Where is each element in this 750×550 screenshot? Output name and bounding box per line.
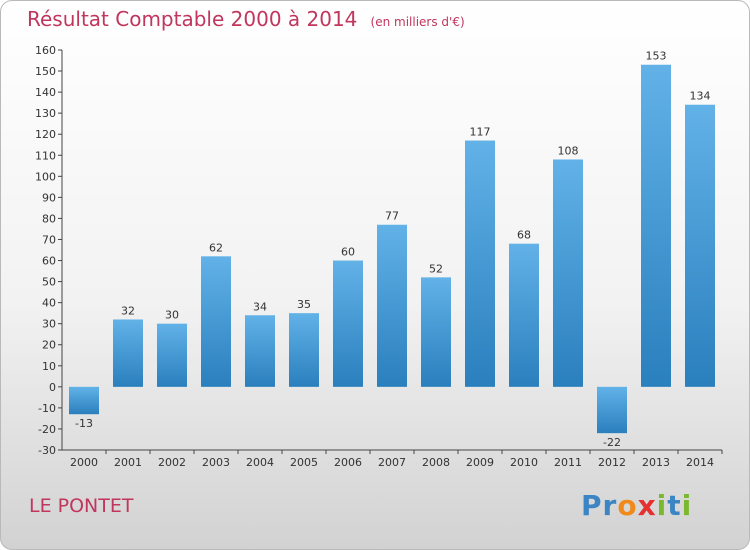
logo-letter: r <box>602 489 618 522</box>
data-label-2002: 30 <box>165 309 179 322</box>
bar-2006 <box>333 260 363 387</box>
bar-2012 <box>597 386 627 434</box>
y-tick-label: 50 <box>42 276 56 289</box>
chart-title: Résultat Comptable 2000 à 2014 <box>27 7 358 31</box>
y-tick-label: 80 <box>42 212 56 225</box>
y-tick-label: 90 <box>42 191 56 204</box>
y-tick-label: 0 <box>49 381 56 394</box>
x-tick-label: 2007 <box>378 456 406 469</box>
y-tick-label: 120 <box>35 128 56 141</box>
bar-2007 <box>377 224 407 387</box>
x-tick-label: 2004 <box>246 456 274 469</box>
bar-2009 <box>465 140 495 387</box>
data-label-2009: 117 <box>470 126 491 139</box>
logo-letter: i <box>681 489 693 522</box>
x-tick-label: 2000 <box>70 456 98 469</box>
chart-title-block: Résultat Comptable 2000 à 2014 (en milli… <box>27 7 465 31</box>
logo-letter: x <box>637 489 657 522</box>
x-tick-label: 2009 <box>466 456 494 469</box>
bar-2013 <box>641 64 671 387</box>
x-tick-label: 2006 <box>334 456 362 469</box>
x-tick-label: 2001 <box>114 456 142 469</box>
x-tick-label: 2002 <box>158 456 186 469</box>
x-tick-label: 2003 <box>202 456 230 469</box>
bar-2011 <box>553 159 583 387</box>
x-tick-label: 2014 <box>686 456 714 469</box>
data-label-2013: 153 <box>646 50 667 63</box>
logo-letter: o <box>617 489 638 522</box>
y-tick-label: 20 <box>42 339 56 352</box>
data-label-2010: 68 <box>517 229 531 242</box>
y-tick-label: 110 <box>35 149 56 162</box>
data-label-2007: 77 <box>385 210 399 223</box>
x-tick-label: 2008 <box>422 456 450 469</box>
y-tick-label: -10 <box>38 402 56 415</box>
town-name: LE PONTET <box>29 495 134 517</box>
bar-2010 <box>509 243 539 387</box>
y-tick-label: -20 <box>38 423 56 436</box>
data-label-2011: 108 <box>558 144 579 157</box>
bar-2002 <box>157 323 187 387</box>
data-labels: -13 32 30 62 34 35 60 77 52 117 68 108 -22 153 134 <box>75 50 710 449</box>
logo-letter: t <box>667 489 682 522</box>
bar-2005 <box>289 313 319 387</box>
y-tick-label: 70 <box>42 233 56 246</box>
y-tick-label: 130 <box>35 107 56 120</box>
y-tick-label: 160 <box>35 44 56 57</box>
data-label-2004: 34 <box>253 300 267 313</box>
data-label-2008: 52 <box>429 262 443 275</box>
y-tick-label: 40 <box>42 297 56 310</box>
bar-2000 <box>69 386 99 415</box>
y-tick-label: 30 <box>42 318 56 331</box>
data-label-2001: 32 <box>121 304 135 317</box>
y-tick-label: 140 <box>35 86 56 99</box>
proxiti-logo: Proxiti <box>581 489 692 522</box>
y-tick-label: 60 <box>42 255 56 268</box>
axes: -30 -20 -10 0 10 20 30 40 50 60 70 80 90 100 110 120 130… <box>35 44 723 469</box>
x-tick-label: 2010 <box>510 456 538 469</box>
bar-2004 <box>245 315 275 387</box>
y-tick-label: 10 <box>42 360 56 373</box>
y-tick-label: 100 <box>35 170 56 183</box>
chart-subtitle: (en milliers d'€) <box>370 15 465 29</box>
y-tick-label: -30 <box>38 444 56 457</box>
data-label-2005: 35 <box>297 298 311 311</box>
bar-2001 <box>113 319 143 387</box>
data-label-2000: -13 <box>75 417 93 430</box>
x-tick-label: 2011 <box>554 456 582 469</box>
x-tick-label: 2012 <box>598 456 626 469</box>
data-label-2014: 134 <box>690 90 711 103</box>
data-label-2003: 62 <box>209 241 223 254</box>
y-tick-label: 150 <box>35 65 56 78</box>
bar-2003 <box>201 256 231 387</box>
data-label-2006: 60 <box>341 246 355 259</box>
bar-2008 <box>421 277 451 387</box>
data-label-2012: -22 <box>603 436 621 449</box>
logo-letter: i <box>656 489 668 522</box>
bar-2014 <box>685 104 715 387</box>
logo-letter: P <box>581 489 603 522</box>
x-tick-label: 2013 <box>642 456 670 469</box>
x-tick-label: 2005 <box>290 456 318 469</box>
bars <box>69 64 715 434</box>
